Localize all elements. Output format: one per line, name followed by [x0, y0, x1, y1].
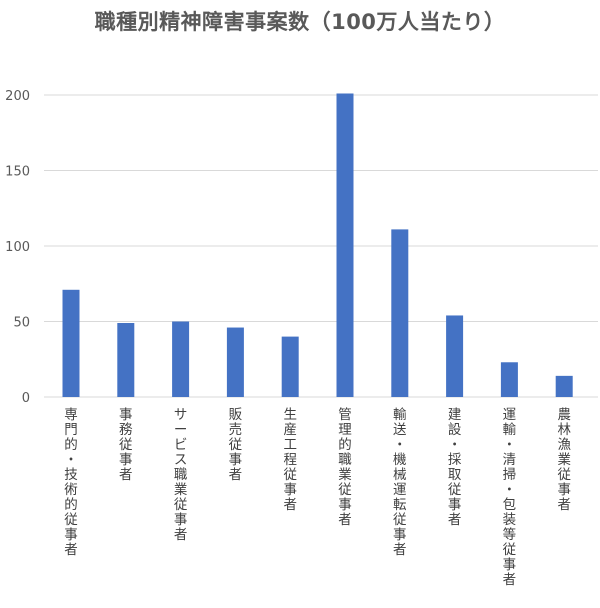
bar: [555, 375, 573, 397]
bar: [446, 315, 464, 397]
x-axis-categories: 専門的・技術的従事者 事務従事者 サービス職業従事者 販売従事者 生産工程従事者 管理的職…: [64, 407, 571, 588]
x-category-label: 建設・採取従事者: [448, 407, 462, 528]
x-category-label: 販売従事者: [229, 407, 243, 483]
y-tick-label: 100: [5, 240, 30, 255]
x-category-label: 事務従事者: [119, 407, 133, 483]
x-category-label: 専門的・技術的従事者: [64, 407, 78, 558]
y-tick-label: 150: [5, 165, 30, 180]
x-category-label: 輸送・機械運転従事者: [393, 407, 407, 558]
y-tick-label: 50: [13, 316, 30, 331]
x-category-label: サービス職業従事者: [174, 407, 188, 543]
bars: [62, 93, 573, 398]
bar: [62, 289, 80, 397]
x-category-label: 生産工程従事者: [283, 407, 297, 513]
y-tick-label: 0: [22, 391, 30, 406]
bar: [117, 323, 135, 397]
x-category-label: 管理的職業従事者: [338, 407, 352, 528]
x-category-label: 運輸・清掃・包装等従事者: [503, 407, 517, 588]
y-axis-ticks: 0 50 100 150 200: [5, 89, 30, 406]
bar: [281, 336, 299, 397]
chart-title: 職種別精神障害事案数（100万人当たり）: [94, 10, 506, 34]
bar: [500, 362, 518, 397]
x-category-label: 農林漁業従事者: [557, 407, 571, 513]
bar: [336, 93, 354, 398]
bar: [391, 229, 409, 397]
y-tick-label: 200: [5, 89, 30, 104]
bar: [172, 321, 190, 397]
bar: [226, 327, 244, 397]
